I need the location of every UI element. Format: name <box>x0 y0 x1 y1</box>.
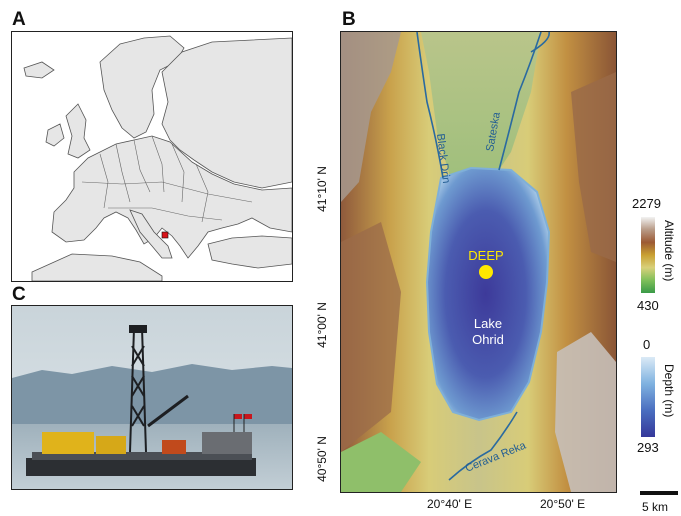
ireland-landmass <box>45 123 65 147</box>
scale-bar-label: 5 km <box>642 500 669 514</box>
lake-ohrid <box>425 166 551 422</box>
great-britain-landmass <box>65 103 91 159</box>
yellow-container <box>96 436 126 454</box>
europe-map-svg <box>12 32 292 281</box>
scale-bar-line <box>640 491 678 495</box>
altitude-legend-label: Altitude (m) <box>662 220 676 282</box>
lon-tick-20-40: 20°40' E <box>427 497 473 511</box>
scandinavia-landmass <box>99 35 185 139</box>
panel-a-europe-map <box>11 31 293 282</box>
east-ridge <box>571 72 616 262</box>
crane-arm <box>147 394 189 428</box>
lake-label-line2: Ohrid <box>472 332 504 347</box>
panel-b-letter: B <box>342 9 356 30</box>
northwest-peaks <box>341 32 401 202</box>
deep-site-label: DEEP <box>468 248 503 263</box>
anatolia-landmass <box>207 235 292 269</box>
northern-valley <box>421 32 541 182</box>
italy-landmass <box>129 209 173 259</box>
lat-tick-40-50: 40°50' N <box>315 436 329 482</box>
distant-mountains <box>12 364 292 424</box>
lon-tick-20-50: 20°50' E <box>540 497 586 511</box>
north-africa-landmass <box>31 253 163 281</box>
panel-a-letter: A <box>12 9 26 30</box>
barge-hull <box>26 458 256 476</box>
eastern-europe-landmass <box>161 37 292 189</box>
barge-deck <box>32 452 252 460</box>
depth-legend-min: 0 <box>643 337 651 352</box>
lat-tick-41-10: 41°10' N <box>315 166 329 212</box>
southeast-peaks <box>555 332 616 492</box>
altitude-colorbar <box>641 217 655 293</box>
flag <box>234 414 242 419</box>
iceland-landmass <box>23 61 55 79</box>
altitude-legend-max: 2279 <box>632 196 661 211</box>
black-drin-river <box>416 32 444 179</box>
red-container <box>162 440 186 454</box>
study-area-marker <box>161 231 169 239</box>
depth-legend-label: Depth (m) <box>662 364 676 418</box>
lake-label-line1: Lake <box>474 316 502 331</box>
deep-site-marker <box>479 265 493 279</box>
flag <box>244 414 252 419</box>
west-ridge <box>341 222 401 452</box>
rivers <box>416 32 550 481</box>
sateska-river <box>498 32 542 171</box>
drilling-platform-illustration <box>12 306 292 489</box>
lat-tick-41-00: 41°00' N <box>315 302 329 348</box>
relief-map-svg: DEEP Lake Ohrid Black Drin Sateska Cerav… <box>341 32 616 492</box>
altitude-legend-min: 430 <box>637 298 659 313</box>
panel-c-drilling-photo <box>11 305 293 490</box>
country-borders <box>81 135 253 223</box>
yellow-machinery <box>42 432 94 454</box>
depth-legend-max: 293 <box>637 440 659 455</box>
southwest-lowlands <box>341 432 421 492</box>
panel-c-letter: C <box>12 284 26 305</box>
continental-europe-landmass <box>51 135 292 259</box>
grey-cabin <box>202 432 252 454</box>
depth-colorbar <box>641 357 655 437</box>
drilling-derrick <box>129 325 147 453</box>
panel-b-relief-map: DEEP Lake Ohrid Black Drin Sateska Cerav… <box>340 31 617 493</box>
cerava-reka-river <box>448 411 518 481</box>
